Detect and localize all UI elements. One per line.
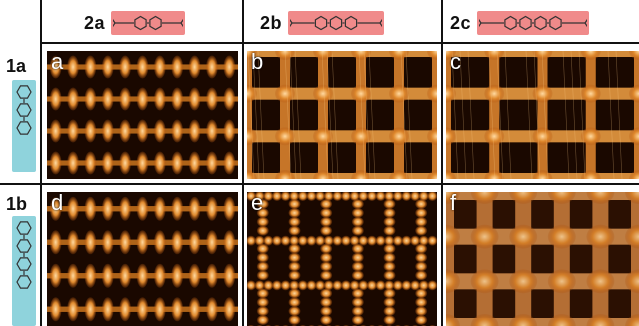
row-label-1b: 1b xyxy=(6,194,28,214)
column-header-2a: 2a xyxy=(84,10,186,36)
stm-image-b: b xyxy=(247,51,437,179)
column-label: 2c xyxy=(450,12,472,33)
terphenyl-linker-icon xyxy=(288,11,385,35)
terpyridine-linker-icon xyxy=(12,80,36,172)
panel-letter: d xyxy=(51,192,64,215)
left-divider xyxy=(40,0,42,326)
quaterpyridine-linker-icon xyxy=(12,216,36,326)
panel-letter: b xyxy=(251,51,264,74)
panel-letter: e xyxy=(251,192,264,215)
column-divider-1 xyxy=(242,0,244,326)
stm-image-d: d xyxy=(47,192,238,326)
row-label-1a: 1a xyxy=(6,56,27,76)
panel-letter: c xyxy=(450,51,461,74)
biphenyl-linker-icon xyxy=(111,11,186,35)
stm-image-f: f xyxy=(446,192,639,326)
stm-image-a: a xyxy=(47,51,238,179)
column-label: 2a xyxy=(84,12,106,33)
header-divider xyxy=(40,42,639,44)
column-divider-2 xyxy=(441,0,443,326)
column-header-2b: 2b xyxy=(260,10,385,36)
quaterphenyl-linker-icon xyxy=(477,11,590,35)
column-header-2c: 2c xyxy=(450,10,590,36)
column-label: 2b xyxy=(260,12,283,33)
panel-letter: f xyxy=(450,192,457,215)
stm-image-c: c xyxy=(446,51,639,179)
stm-image-e: e xyxy=(247,192,437,326)
row-divider xyxy=(0,183,639,185)
panel-letter: a xyxy=(51,51,64,74)
